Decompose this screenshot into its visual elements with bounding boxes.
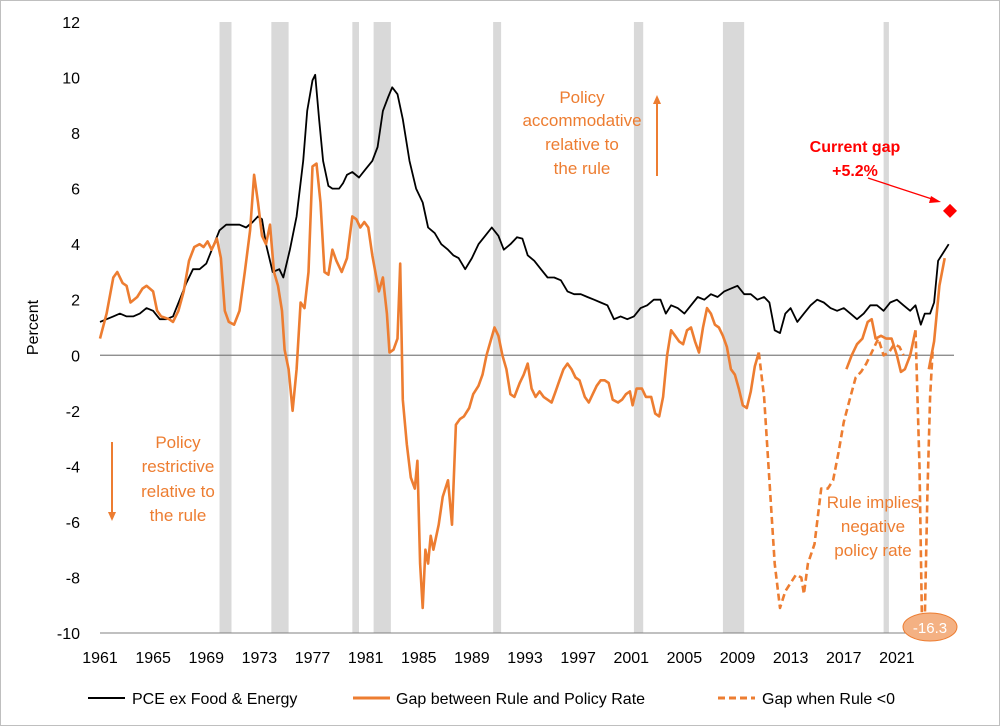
y-tick-label: 0 bbox=[71, 348, 80, 365]
x-tick-label: 1993 bbox=[507, 650, 543, 667]
x-tick-label: 2017 bbox=[826, 650, 862, 667]
recession-band bbox=[373, 22, 391, 633]
y-tick-label: -2 bbox=[66, 404, 80, 421]
y-tick-label: -10 bbox=[57, 626, 80, 643]
x-tick-label: 2021 bbox=[879, 650, 915, 667]
recession-band bbox=[722, 22, 745, 633]
annotation-line: accommodative bbox=[522, 111, 641, 130]
recession-shading bbox=[219, 22, 889, 633]
annotation-line: restrictive bbox=[142, 457, 215, 476]
x-axis-ticks: 1961 1965 1969 1973 1977 1981 1985 1989 1993 1997… bbox=[82, 632, 954, 667]
series-line-pce bbox=[99, 73, 950, 334]
x-tick-label: 1965 bbox=[135, 650, 171, 667]
annotation-policy-restrictive: Policy restrictive relative to the rule bbox=[108, 433, 215, 525]
y-axis-ticks: -10 -8 -6 -4 -2 0 2 4 6 8 10 12 bbox=[57, 15, 80, 643]
legend-item-gap: Gap between Rule and Policy Rate bbox=[353, 691, 645, 708]
annotation-line: the rule bbox=[554, 159, 611, 178]
legend: PCE ex Food & Energy Gap between Rule an… bbox=[88, 691, 895, 708]
series-line-gap bbox=[845, 317, 917, 374]
recession-band bbox=[352, 22, 359, 633]
y-tick-label: 10 bbox=[62, 71, 80, 88]
x-tick-label: 2001 bbox=[613, 650, 649, 667]
x-tick-label: 1997 bbox=[560, 650, 596, 667]
recession-band bbox=[883, 22, 889, 633]
x-tick-label: 1973 bbox=[242, 650, 278, 667]
series-line-gap bbox=[98, 162, 761, 610]
current-gap-arrow bbox=[867, 177, 936, 201]
annotation-rule-negative: Rule implies negative policy rate bbox=[827, 493, 920, 560]
y-axis-label: Percent bbox=[25, 299, 42, 355]
trough-label-text: -16.3 bbox=[913, 620, 947, 637]
series-line-gap-negative bbox=[757, 337, 905, 610]
x-tick-label: 1969 bbox=[188, 650, 224, 667]
annotation-line: Policy bbox=[155, 433, 201, 452]
y-tick-label: 6 bbox=[71, 182, 80, 199]
y-tick-label: 2 bbox=[71, 293, 80, 310]
x-tick-label: 1989 bbox=[454, 650, 490, 667]
up-arrowhead-icon bbox=[653, 95, 661, 104]
y-tick-label: -6 bbox=[66, 515, 80, 532]
legend-item-gap-negative: Gap when Rule <0 bbox=[718, 691, 895, 708]
annotation-line: relative to bbox=[545, 135, 619, 154]
down-arrowhead-icon bbox=[108, 512, 116, 521]
recession-band bbox=[271, 22, 289, 633]
legend-label: Gap when Rule <0 bbox=[762, 691, 895, 708]
recession-band bbox=[219, 22, 232, 633]
x-tick-label: 1961 bbox=[82, 650, 118, 667]
trough-label-bubble bbox=[902, 612, 958, 642]
x-tick-label: 1985 bbox=[401, 650, 437, 667]
current-gap-title: Current gap bbox=[810, 139, 901, 156]
legend-item-pce: PCE ex Food & Energy bbox=[88, 691, 297, 708]
annotation-line: Rule implies bbox=[827, 493, 920, 512]
annotation-line: relative to bbox=[141, 482, 215, 501]
recession-band bbox=[633, 22, 644, 633]
legend-label: Gap between Rule and Policy Rate bbox=[396, 691, 645, 708]
series-line-gap-negative bbox=[914, 330, 934, 632]
x-tick-label: 2005 bbox=[667, 650, 703, 667]
x-tick-label: 2009 bbox=[720, 650, 756, 667]
y-tick-label: -8 bbox=[66, 570, 80, 587]
current-gap-marker bbox=[943, 203, 958, 218]
y-tick-label: 12 bbox=[62, 15, 80, 32]
legend-label: PCE ex Food & Energy bbox=[132, 691, 297, 708]
annotation-policy-accommodative: Policy accommodative relative to the rul… bbox=[522, 88, 661, 178]
current-gap-value: +5.2% bbox=[832, 163, 878, 180]
x-tick-label: 2013 bbox=[773, 650, 809, 667]
trough-label-badge: -16.3 bbox=[902, 612, 958, 642]
x-tick-label: 1977 bbox=[295, 650, 331, 667]
current-gap-arrowhead bbox=[929, 196, 941, 203]
annotation-line: the rule bbox=[150, 506, 207, 525]
x-tick-label: 1981 bbox=[348, 650, 384, 667]
annotation-current-gap: Current gap +5.2% bbox=[810, 139, 958, 218]
y-tick-label: 4 bbox=[71, 237, 80, 254]
annotation-line: policy rate bbox=[834, 541, 911, 560]
annotation-line: negative bbox=[841, 517, 905, 536]
annotation-line: Policy bbox=[559, 88, 605, 107]
y-tick-label: 8 bbox=[71, 126, 80, 143]
recession-band bbox=[493, 22, 502, 633]
y-tick-label: -4 bbox=[66, 459, 80, 476]
